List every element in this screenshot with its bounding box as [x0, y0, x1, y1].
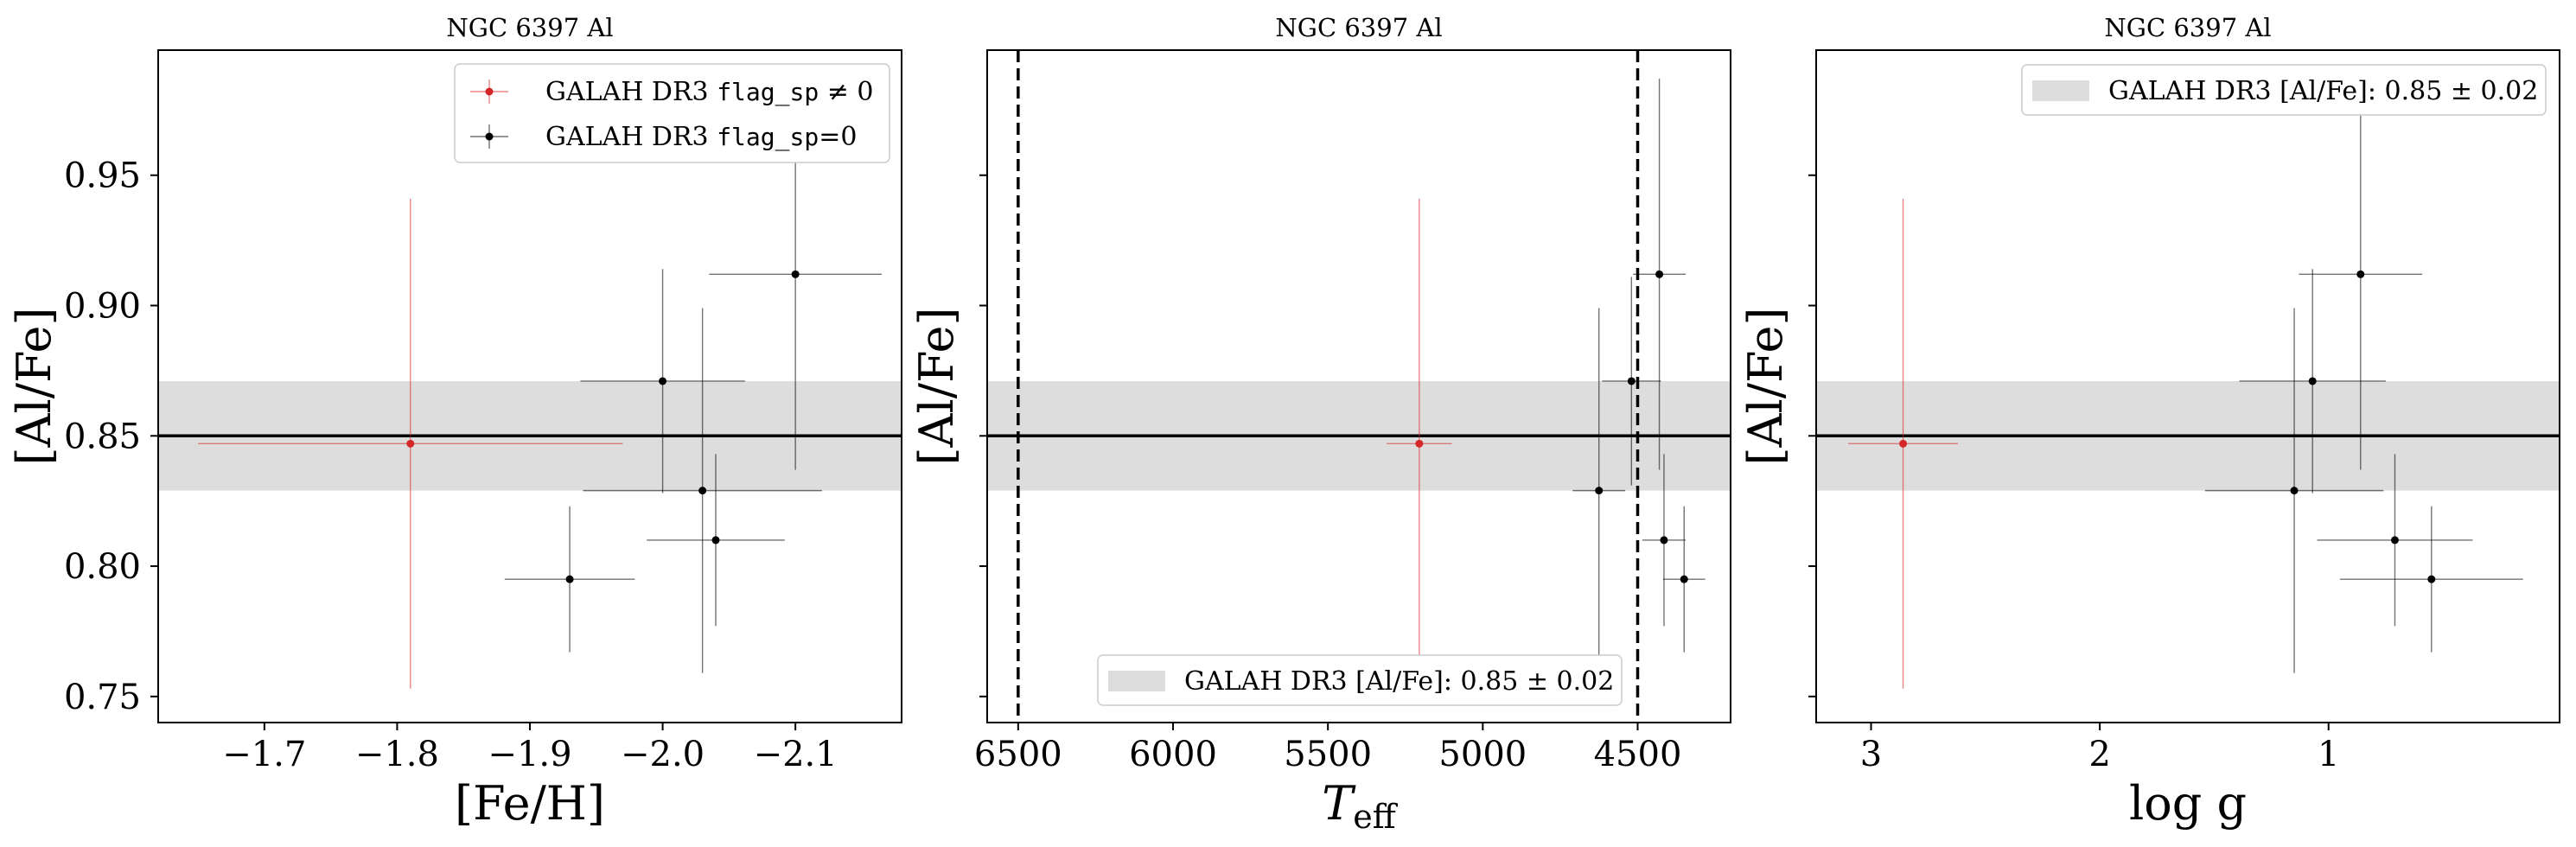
flagged-point [198, 198, 623, 689]
x-tick-label: −1.9 [488, 735, 571, 774]
y-tick-label: 0.95 [64, 156, 141, 196]
unflagged-point [504, 506, 635, 653]
legend-label-code: flag_sp [717, 123, 819, 152]
unflagged-point [2317, 454, 2473, 627]
data-marker [2390, 536, 2399, 544]
legend-marker [485, 132, 494, 141]
unflagged-point [2299, 79, 2423, 470]
y-axis-label: [Al/Fe] [7, 307, 61, 465]
unflagged-point [647, 454, 785, 627]
y-axis-label: [Al/Fe] [1738, 307, 1793, 465]
unflagged-point [1572, 308, 1626, 673]
flagged-point [1387, 198, 1452, 689]
unflagged-point [2239, 269, 2386, 494]
unflagged-point [580, 269, 745, 494]
y-tick-label: 0.80 [64, 547, 141, 587]
data-marker [1415, 439, 1424, 448]
data-marker [1627, 377, 1636, 385]
flagged-point [1848, 198, 1959, 689]
data-marker [1595, 487, 1604, 495]
x-tick-label: 5000 [1438, 735, 1527, 774]
unflagged-point [1633, 79, 1687, 470]
panel-title: NGC 6397 Al [1275, 13, 1442, 42]
panel-3: 3 2 1 NGC 6397 Al log g [Al/Fe] GALAH DR3 [Al/… [1738, 13, 2560, 831]
x-tick-label: 5500 [1284, 735, 1372, 774]
x-tick-label: −2.0 [621, 735, 705, 774]
legend-label-prefix: GALAH DR3 [545, 122, 717, 152]
data-marker [2308, 377, 2317, 385]
unflagged-point [1602, 277, 1661, 486]
data-marker [659, 377, 667, 385]
legend-label-suffix: ≠ 0 [819, 77, 873, 107]
data-marker [2427, 575, 2436, 583]
legend-label: GALAH DR3 flag_sp ≠ 0 [545, 77, 874, 107]
panel-1: −1.7 −1.8 −1.9 −2.0 −2.1 0.75 0.80 0.85 0.90 0.95… [7, 13, 902, 831]
data-marker [1899, 439, 1908, 448]
data-marker [1655, 270, 1664, 278]
x-tick-label: −1.7 [222, 735, 306, 774]
legend-band-swatch [1108, 671, 1165, 691]
y-axis-label: [Al/Fe] [909, 307, 964, 465]
legend-label-suffix: =0 [819, 122, 857, 152]
x-axis-label: [Fe/H] [455, 776, 605, 831]
data-marker [1680, 575, 1688, 583]
legend-box [1097, 654, 1623, 706]
legend-label: GALAH DR3 [Al/Fe]: 0.85 ± 0.02 [1184, 666, 1614, 697]
axes-frame [1815, 49, 2560, 723]
data-marker [2290, 487, 2299, 495]
legend-marker [485, 87, 494, 96]
data-marker [698, 487, 707, 495]
panel-2: 6500 6000 5500 5000 4500 NGC 6397 Al Teff [Al/F… [909, 13, 1731, 836]
legend-band-swatch [2032, 80, 2089, 101]
data-marker [711, 536, 720, 544]
legend-label-code: flag_sp [717, 78, 819, 107]
x-tick-label: 6000 [1129, 735, 1217, 774]
unflagged-point [2339, 506, 2523, 653]
plot-area [158, 79, 902, 689]
unflagged-point [1642, 454, 1687, 627]
x-tick-label: 4500 [1594, 735, 1682, 774]
x-tick-label: 6500 [974, 735, 1062, 774]
x-tick-label: 3 [1860, 735, 1882, 774]
data-marker [565, 575, 574, 583]
legend-label-prefix: GALAH DR3 [545, 77, 717, 107]
y-tick-label: 0.90 [64, 287, 141, 327]
x-axis-label-sub: eff [1353, 798, 1398, 836]
unflagged-point [583, 308, 822, 673]
x-tick-label: −2.1 [754, 735, 838, 774]
data-marker [406, 439, 415, 448]
y-tick-label: 0.85 [64, 417, 141, 456]
unflagged-point [2204, 308, 2384, 673]
plot-area [1816, 79, 2560, 689]
x-axis-label-main: T [1322, 776, 1356, 831]
y-tick-label: 0.75 [64, 678, 141, 717]
legend-box [2021, 64, 2547, 116]
legend-box [454, 63, 890, 163]
plot-area [987, 50, 1731, 723]
axes-frame [986, 49, 1731, 723]
x-tick-label: 2 [2088, 735, 2110, 774]
x-tick-label: 1 [2318, 735, 2339, 774]
data-marker [1660, 536, 1668, 544]
x-tick-label: −1.8 [355, 735, 439, 774]
panel-title: NGC 6397 Al [446, 13, 613, 42]
data-marker [2356, 270, 2365, 278]
x-axis-label: log g [2129, 776, 2247, 831]
data-marker [791, 270, 800, 278]
x-axis-label: Teff [1322, 776, 1399, 836]
legend-label: GALAH DR3 [Al/Fe]: 0.85 ± 0.02 [2108, 76, 2538, 106]
legend-label: GALAH DR3 flag_sp=0 [545, 122, 857, 152]
unflagged-point [1662, 506, 1706, 653]
panel-title: NGC 6397 Al [2104, 13, 2271, 42]
